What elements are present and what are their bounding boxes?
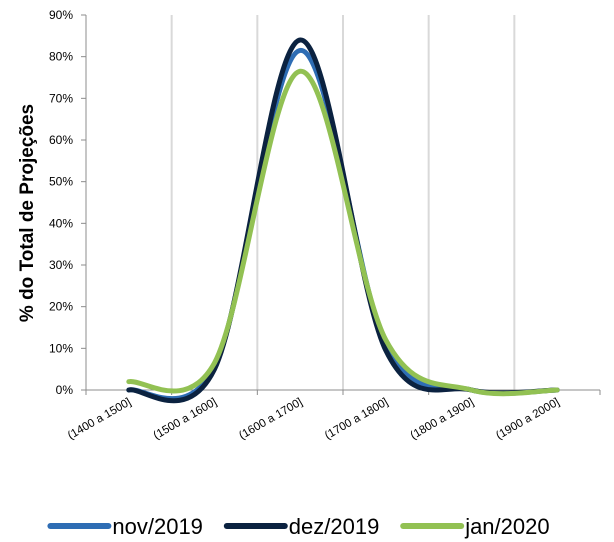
y-tick-label: 70% <box>49 91 73 105</box>
x-tick-label: (1400 a 1500] <box>66 396 133 442</box>
x-tick-label: (1700 a 1800] <box>323 396 390 442</box>
y-tick-label: 50% <box>49 175 73 189</box>
legend-label-2: dez/2019 <box>289 514 380 539</box>
legend: nov/2019 dez/2019 jan/2020 <box>47 514 550 539</box>
y-tick-label: 40% <box>49 216 73 230</box>
x-tick-label: (1800 a 1900] <box>409 396 476 442</box>
y-tick-label: 30% <box>49 258 73 272</box>
y-tick-label: 10% <box>49 341 73 355</box>
series-line-3 <box>126 68 560 397</box>
legend-label-3: jan/2020 <box>464 514 549 539</box>
y-axis-title: % do Total de Projeções <box>17 104 38 322</box>
axis-layer <box>81 14 601 395</box>
legend-label-1: nov/2019 <box>112 514 203 539</box>
grid-layer <box>170 15 516 390</box>
y-tick-label: 20% <box>49 300 73 314</box>
x-tick-label: (1500 a 1600] <box>152 396 219 442</box>
y-tick-label: 90% <box>49 8 73 22</box>
series-layer <box>126 37 560 404</box>
y-tick-label: 80% <box>49 50 73 64</box>
x-tick-label: (1600 a 1700] <box>237 396 304 442</box>
y-tick-label: 60% <box>49 133 73 147</box>
y-tick-label: 0% <box>56 383 74 397</box>
x-tick-label: (1900 a 2000] <box>494 396 561 442</box>
